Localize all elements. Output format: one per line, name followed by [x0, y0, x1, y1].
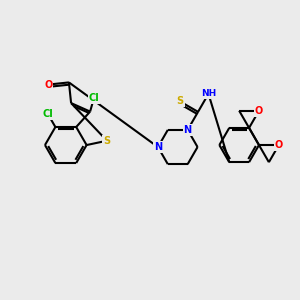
Text: S: S — [176, 96, 184, 106]
Text: Cl: Cl — [89, 92, 99, 103]
Text: Cl: Cl — [43, 110, 53, 119]
Text: O: O — [255, 106, 263, 116]
Text: N: N — [154, 142, 162, 152]
Text: O: O — [275, 140, 283, 150]
Text: N: N — [184, 125, 192, 135]
Text: NH: NH — [201, 89, 216, 98]
Text: S: S — [103, 136, 110, 146]
Text: O: O — [44, 80, 52, 90]
